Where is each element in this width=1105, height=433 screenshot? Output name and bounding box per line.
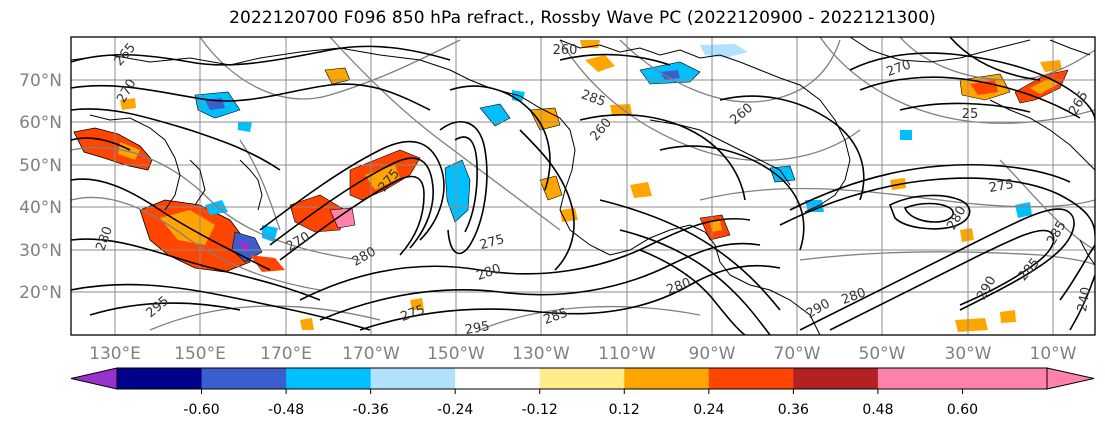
lon-label: 70°W bbox=[774, 344, 821, 364]
lon-label: 150°E bbox=[174, 344, 226, 364]
lon-label: 30°W bbox=[945, 344, 992, 364]
contour-label: 295 bbox=[464, 319, 491, 338]
lon-label: 150°W bbox=[427, 344, 485, 364]
latitude-labels: 70°N 60°N 50°N 40°N 30°N 20°N bbox=[19, 71, 62, 303]
contour-label: 275 bbox=[478, 232, 506, 253]
lat-label: 20°N bbox=[19, 283, 62, 303]
lon-label: 170°W bbox=[342, 344, 400, 364]
colorbar-bin bbox=[539, 368, 625, 389]
lat-label: 30°N bbox=[19, 241, 62, 261]
lat-label: 60°N bbox=[19, 113, 62, 133]
contour-label: 275 bbox=[988, 177, 1015, 196]
colorbar-tick-label: -0.60 bbox=[183, 402, 219, 418]
colorbar-tick-label: -0.12 bbox=[522, 402, 558, 418]
colorbar-bin bbox=[877, 368, 963, 389]
colorbar-outline bbox=[116, 367, 1048, 390]
map-title: 2022120700 F096 850 hPa refract., Rossby… bbox=[229, 8, 936, 28]
contour-label: 25 bbox=[962, 107, 979, 122]
lat-label: 70°N bbox=[19, 71, 62, 91]
colorbar-tick-label: -0.48 bbox=[268, 402, 304, 418]
colorbar-bin bbox=[201, 368, 287, 389]
colorbar-over-arrow bbox=[1046, 367, 1095, 390]
colorbar-tick-label: -0.36 bbox=[353, 402, 389, 418]
colorbar-tick-label: 0.12 bbox=[609, 402, 640, 418]
colorbar bbox=[70, 367, 1095, 394]
refractivity-contours bbox=[71, 37, 1095, 335]
colorbar-tick-label: 0.24 bbox=[693, 402, 724, 418]
map-frame bbox=[70, 36, 1096, 336]
colorbar-under-arrow bbox=[70, 367, 118, 390]
lon-label: 90°W bbox=[689, 344, 736, 364]
colorbar-bin bbox=[286, 368, 372, 389]
colorbar-bin bbox=[117, 368, 203, 389]
colorbar-bin bbox=[708, 368, 794, 389]
map-area: 265 270 260 285 260 260 280 275 280 275 … bbox=[71, 37, 1095, 338]
contour-label: 260 bbox=[553, 43, 578, 58]
colorbar-tick-label: -0.24 bbox=[437, 402, 473, 418]
colorbar-bin bbox=[793, 368, 879, 389]
lon-label: 170°E bbox=[260, 344, 312, 364]
lat-label: 50°N bbox=[19, 156, 62, 176]
coastlines bbox=[71, 37, 1095, 335]
colorbar-tick-label: 0.48 bbox=[862, 402, 893, 418]
lon-label: 50°W bbox=[859, 344, 906, 364]
contour-label: 240 bbox=[1075, 286, 1094, 313]
contour-labels: 265 270 260 285 260 260 280 275 280 275 … bbox=[93, 40, 1094, 338]
lon-label: 110°W bbox=[598, 344, 656, 364]
lon-label: 130°W bbox=[512, 344, 570, 364]
colorbar-bin bbox=[962, 368, 1048, 389]
shaded-anomaly-patches bbox=[73, 40, 1069, 332]
colorbar-tick-label: 0.36 bbox=[778, 402, 809, 418]
colorbar-tick-labels: -0.60 -0.48 -0.36 -0.24 -0.12 0.12 0.24 … bbox=[183, 402, 978, 418]
lon-label: 130°E bbox=[89, 344, 141, 364]
colorbar-bin bbox=[455, 368, 541, 389]
colorbar-bin bbox=[370, 368, 456, 389]
longitude-labels: 130°E 150°E 170°E 170°W 150°W 130°W 110°… bbox=[89, 344, 1077, 364]
colorbar-tick-label: 0.60 bbox=[947, 402, 978, 418]
colorbar-bin bbox=[624, 368, 710, 389]
lat-label: 40°N bbox=[19, 198, 62, 218]
lon-label: 10°W bbox=[1030, 344, 1077, 364]
